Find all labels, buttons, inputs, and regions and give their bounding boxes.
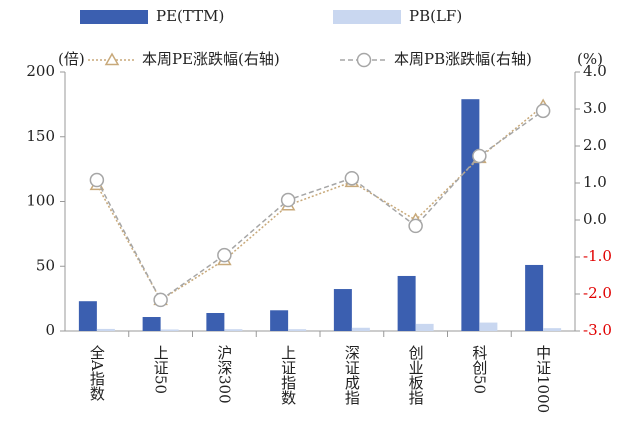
bar xyxy=(96,328,115,331)
bar xyxy=(543,328,562,331)
bar xyxy=(224,329,243,331)
y-tick-label: 100 xyxy=(26,192,55,210)
bar xyxy=(333,289,352,331)
bar xyxy=(415,323,434,331)
x-tick-label: 创业板指 xyxy=(407,345,425,406)
marker xyxy=(535,103,551,119)
marker xyxy=(344,170,360,186)
marker xyxy=(408,218,423,234)
y2-tick-label: -1.0 xyxy=(583,247,612,265)
y-unit: (倍) xyxy=(58,50,85,68)
bar xyxy=(160,329,179,331)
y2-tick-label: -2.0 xyxy=(583,284,612,302)
legend-marker xyxy=(104,52,120,66)
bar xyxy=(270,310,289,331)
marker xyxy=(217,247,232,263)
y2-tick-label: -3.0 xyxy=(583,321,612,339)
bar xyxy=(78,301,97,331)
x-tick-label: 全A指数 xyxy=(88,344,106,401)
line xyxy=(96,110,544,302)
x-tick-label: 上证50 xyxy=(152,345,170,394)
marker xyxy=(153,292,168,308)
y2-unit: (%) xyxy=(577,50,603,68)
marker xyxy=(280,192,296,208)
y-tick-label: 200 xyxy=(26,62,55,80)
bar xyxy=(142,317,161,331)
x-tick-label: 科创50 xyxy=(470,345,488,394)
y2-tick-label: 4.0 xyxy=(583,62,607,80)
y-tick-label: 50 xyxy=(36,256,55,274)
y2-tick-label: 2.0 xyxy=(583,136,607,154)
bar xyxy=(397,275,416,331)
y2-tick-label: 1.0 xyxy=(583,173,607,191)
x-tick-label: 深证成指 xyxy=(343,345,361,406)
bar xyxy=(288,329,307,331)
legend-swatch xyxy=(80,10,148,24)
x-tick-label: 沪深300 xyxy=(215,345,233,404)
x-tick-label: 中证1000 xyxy=(534,345,552,413)
legend-marker xyxy=(356,52,372,68)
bar xyxy=(525,264,544,331)
x-tick-label: 上证指数 xyxy=(279,345,297,405)
marker xyxy=(89,172,105,188)
legend-swatch xyxy=(333,10,401,24)
marker xyxy=(472,148,487,164)
y2-tick-label: 3.0 xyxy=(583,99,607,117)
bar xyxy=(461,99,480,331)
y2-tick-label: 0.0 xyxy=(583,210,607,228)
y-tick-label: 0 xyxy=(45,321,55,339)
bar xyxy=(351,327,370,331)
legend-label: PB(LF) xyxy=(409,7,462,25)
bar xyxy=(206,312,225,331)
y-tick-label: 150 xyxy=(26,127,55,145)
legend-label: PE(TTM) xyxy=(156,7,224,25)
legend-label: 本周PE涨跌幅(右轴) xyxy=(142,50,280,68)
legend-label: 本周PB涨跌幅(右轴) xyxy=(394,50,532,68)
bar xyxy=(479,322,498,331)
